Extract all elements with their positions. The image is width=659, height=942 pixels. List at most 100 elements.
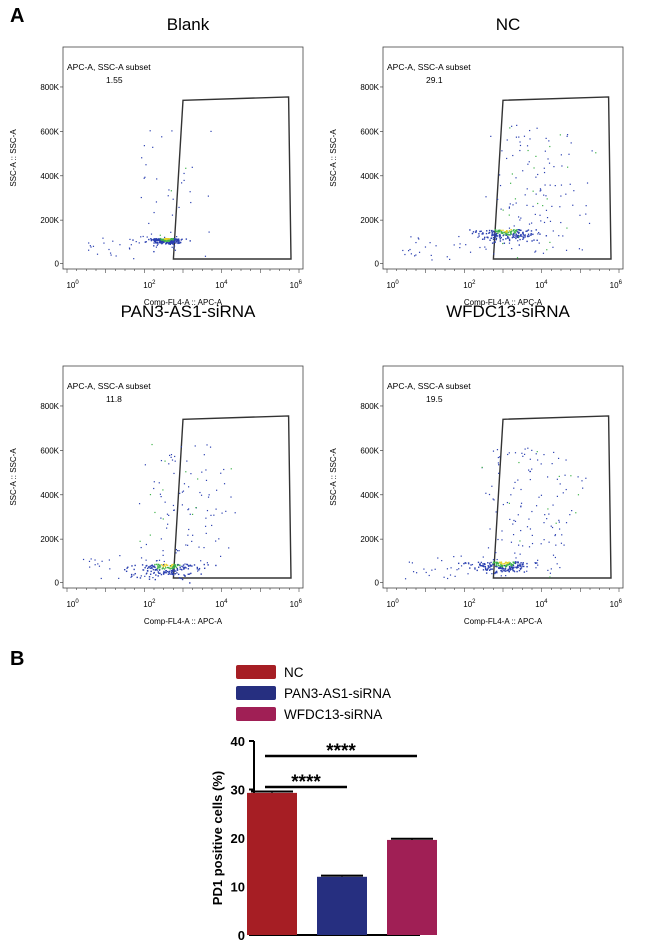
event-dot bbox=[162, 565, 165, 568]
x-tick-label: 102 bbox=[463, 280, 476, 290]
event-dot bbox=[161, 242, 163, 245]
event-dot bbox=[497, 232, 499, 235]
bar bbox=[317, 876, 367, 935]
event-dot bbox=[529, 458, 531, 460]
event-dot bbox=[502, 209, 504, 211]
event-dot bbox=[501, 562, 503, 565]
event-dot bbox=[228, 547, 230, 549]
event-dot bbox=[511, 236, 514, 239]
event-dot bbox=[160, 564, 163, 566]
event-dot bbox=[517, 236, 520, 239]
event-dot bbox=[123, 568, 126, 571]
y-axis-label: SSC-A :: SSC-A bbox=[329, 129, 338, 187]
event-dot bbox=[131, 575, 133, 577]
event-dot bbox=[515, 177, 517, 179]
event-dot bbox=[488, 569, 491, 571]
event-dot bbox=[537, 459, 539, 461]
event-dot bbox=[153, 242, 155, 244]
event-dot bbox=[171, 246, 173, 248]
event-dot bbox=[177, 564, 180, 566]
event-dot bbox=[521, 452, 523, 454]
event-dot bbox=[527, 163, 529, 165]
event-dot bbox=[140, 546, 142, 549]
event-dot bbox=[94, 559, 96, 561]
event-dot bbox=[522, 170, 524, 172]
event-dot bbox=[168, 240, 170, 242]
event-dot bbox=[554, 534, 556, 537]
event-dot bbox=[159, 566, 162, 568]
event-dot bbox=[503, 569, 505, 572]
event-dot bbox=[502, 229, 504, 232]
event-dot bbox=[509, 231, 511, 233]
event-dot bbox=[494, 236, 496, 238]
event-dot bbox=[156, 567, 159, 570]
event-dot bbox=[131, 565, 133, 567]
event-dot bbox=[512, 234, 514, 236]
event-dots bbox=[404, 447, 587, 580]
event-dot bbox=[482, 556, 484, 558]
event-dot bbox=[162, 489, 164, 491]
event-dot bbox=[167, 523, 169, 525]
event-dot bbox=[484, 246, 486, 248]
event-dot bbox=[491, 233, 493, 235]
event-dot bbox=[536, 239, 538, 242]
event-dot bbox=[500, 575, 502, 577]
event-dot bbox=[500, 563, 502, 566]
event-dot bbox=[520, 488, 522, 491]
event-dot bbox=[504, 562, 506, 565]
event-dot bbox=[408, 561, 410, 563]
y-tick-label: 200K bbox=[360, 535, 379, 544]
event-dot bbox=[159, 241, 162, 244]
event-dot bbox=[150, 233, 153, 235]
event-dot bbox=[195, 506, 197, 509]
event-dot bbox=[459, 247, 461, 249]
event-dot bbox=[418, 238, 420, 240]
event-dot bbox=[459, 243, 461, 245]
gate-value: 29.1 bbox=[426, 75, 443, 85]
flow-cytometry-plots: Blank APC-A, SSC-A subset 1.55 800K 600K 400K… bbox=[9, 15, 624, 626]
event-dot bbox=[184, 563, 186, 565]
event-dot bbox=[163, 239, 165, 242]
event-dot bbox=[595, 152, 597, 154]
event-dot bbox=[527, 149, 529, 152]
event-dot bbox=[529, 528, 532, 530]
event-dot bbox=[573, 190, 575, 192]
event-dots bbox=[82, 443, 236, 584]
event-dot bbox=[508, 561, 510, 563]
event-dot bbox=[512, 561, 515, 564]
event-dot bbox=[554, 534, 557, 536]
event-dot bbox=[493, 234, 495, 236]
event-dot bbox=[535, 155, 537, 157]
flow-plot-title: Blank bbox=[167, 15, 210, 34]
event-dot bbox=[162, 550, 164, 552]
event-dot bbox=[504, 232, 506, 234]
event-dot bbox=[204, 525, 207, 527]
y-tick-label: 400K bbox=[360, 172, 379, 181]
event-dot bbox=[464, 562, 466, 564]
event-dot bbox=[407, 250, 410, 252]
event-dot bbox=[172, 569, 174, 571]
event-dot bbox=[225, 510, 227, 512]
event-dot bbox=[166, 564, 169, 566]
event-dot bbox=[516, 235, 519, 238]
event-dot bbox=[549, 145, 551, 148]
event-dot bbox=[153, 245, 155, 247]
event-dot bbox=[198, 546, 200, 548]
event-dot bbox=[511, 248, 513, 250]
event-dot bbox=[560, 542, 563, 544]
event-dot bbox=[197, 570, 199, 572]
gate-polygon bbox=[492, 96, 612, 260]
event-dot bbox=[566, 135, 568, 137]
event-dot bbox=[505, 575, 507, 577]
event-dot bbox=[174, 573, 176, 575]
event-dot bbox=[161, 239, 163, 241]
event-dot bbox=[504, 566, 507, 568]
event-dot bbox=[507, 235, 509, 238]
plot-frame bbox=[62, 365, 304, 589]
event-dot bbox=[515, 236, 517, 238]
event-dot bbox=[496, 234, 498, 237]
event-dot bbox=[488, 231, 491, 234]
event-dot bbox=[559, 206, 561, 208]
bar-y-tick-label: 10 bbox=[231, 880, 245, 895]
gate-value: 1.55 bbox=[106, 75, 123, 85]
